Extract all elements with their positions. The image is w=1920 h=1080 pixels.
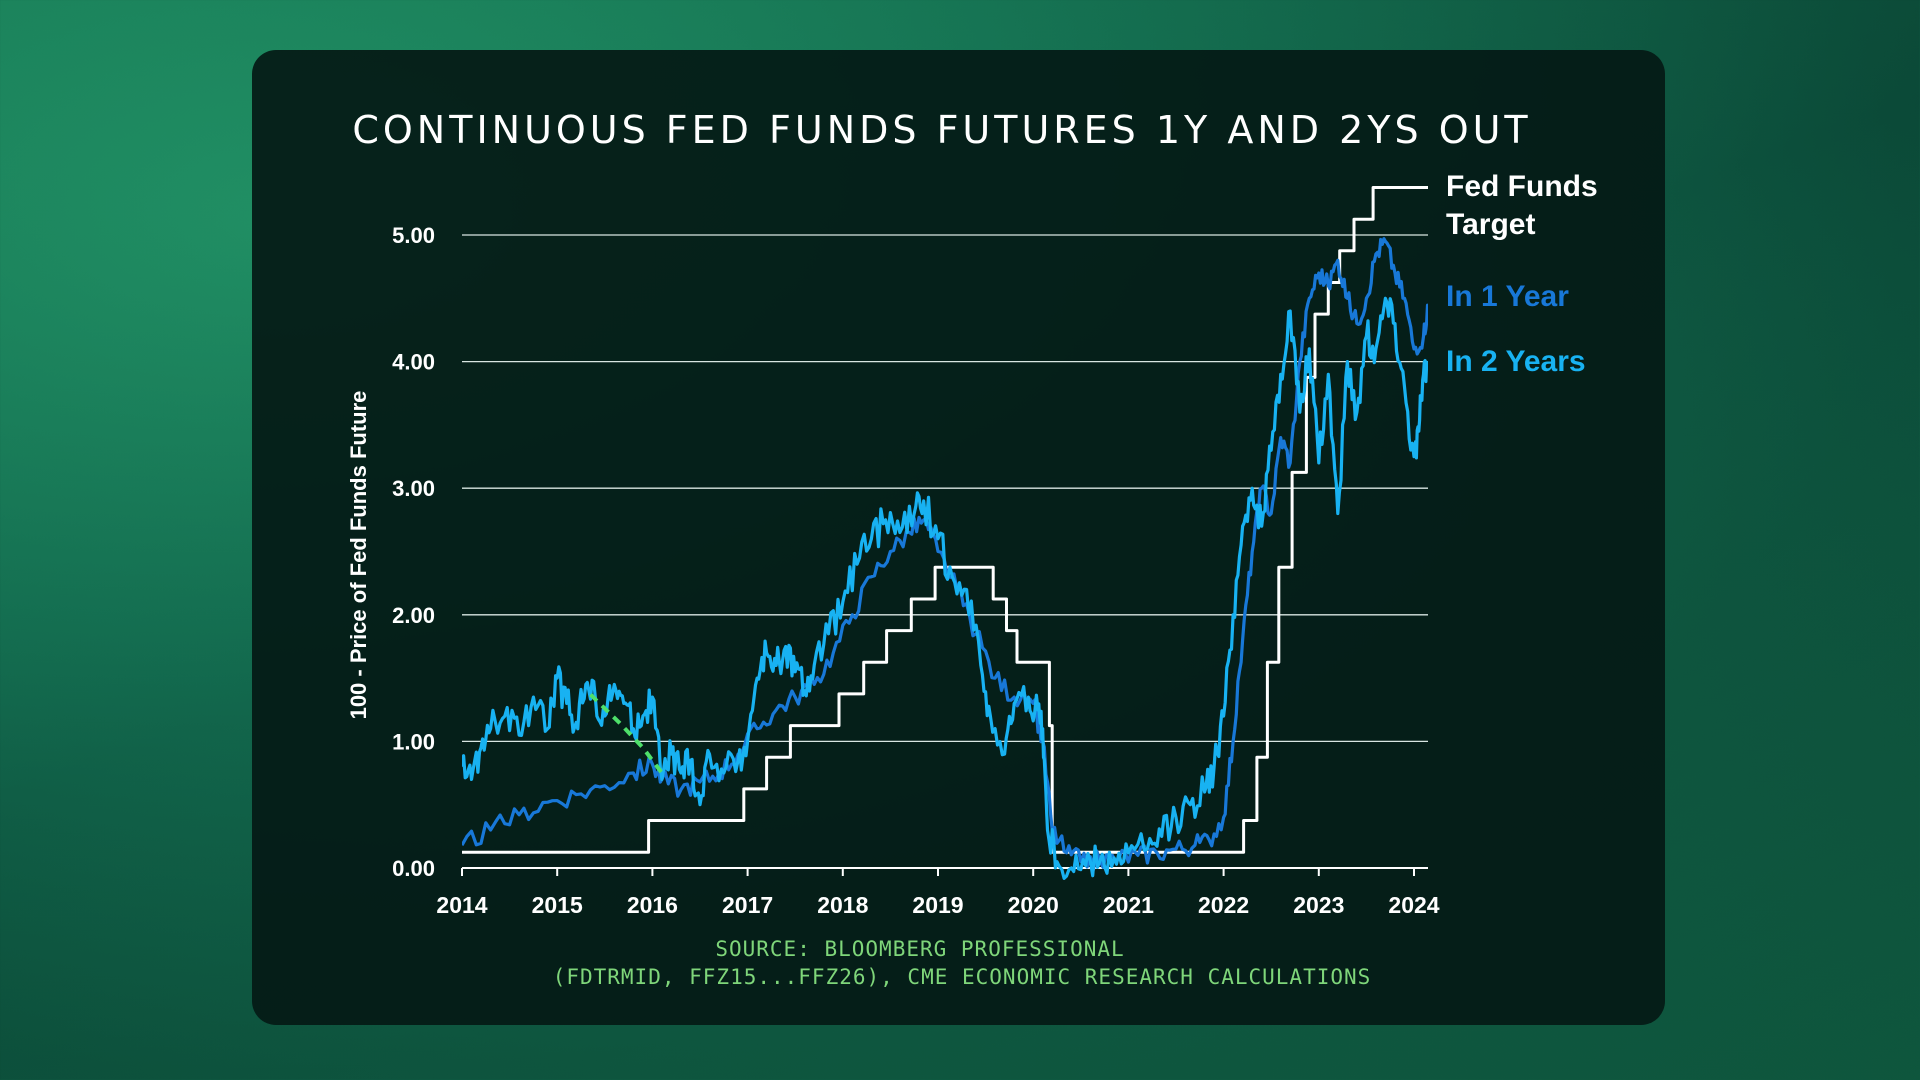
y-tick-label: 3.00 [392,476,435,501]
x-tick-label: 2024 [1388,892,1439,918]
x-tick-label: 2016 [627,892,678,918]
x-tick-label: 2021 [1103,892,1154,918]
y-tick-label: 2.00 [392,603,435,628]
y-tick-label: 1.00 [392,729,435,754]
fed-funds-target-line [462,186,1428,854]
chart-title: CONTINUOUS FED FUNDS FUTURES 1Y AND 2YS … [352,108,1532,152]
two-year-line [462,296,1428,880]
x-tick-label: 2022 [1198,892,1249,918]
x-tick-label: 2019 [912,892,963,918]
y-axis-label: 100 - Price of Fed Funds Future [346,391,371,720]
x-tick-label: 2020 [1008,892,1059,918]
dashed-trend-line [589,693,664,775]
x-tick-label: 2015 [532,892,583,918]
legend-in-2-years: In 2 Years [1446,345,1586,378]
source-line-2: (FDTRMID, FFZ15...FFZ26), CME ECONOMIC R… [552,965,1372,989]
one-year-line [462,237,1428,872]
legend-fed-funds-target: Fed Funds Target [1446,170,1598,241]
y-tick-label: 0.00 [392,856,435,881]
chart-card [252,50,1665,1025]
x-tick-label: 2014 [436,892,487,918]
x-tick-label: 2018 [817,892,868,918]
x-tick-label: 2017 [722,892,773,918]
y-tick-label: 4.00 [392,350,435,375]
source-line-1: SOURCE: BLOOMBERG PROFESSIONAL [715,937,1125,961]
y-tick-label: 5.00 [392,223,435,248]
legend-in-1-year: In 1 Year [1446,280,1569,313]
x-tick-label: 2023 [1293,892,1344,918]
